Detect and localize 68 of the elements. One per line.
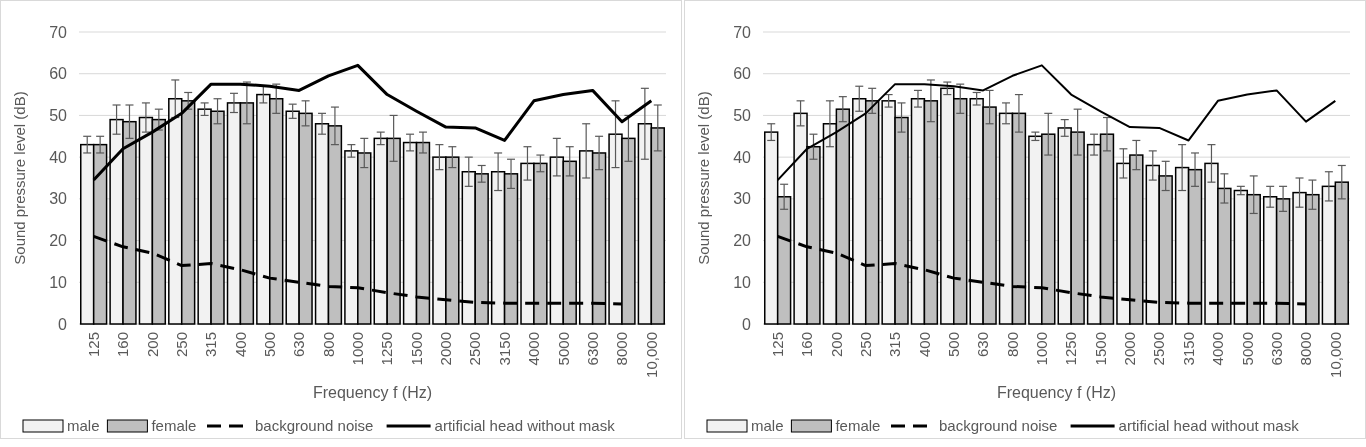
- x-tick-label: 2500: [1150, 332, 1168, 366]
- legend-label: artificial head without mask: [1118, 417, 1300, 435]
- y-tick-label: 20: [733, 232, 752, 250]
- legend-label: female: [835, 417, 881, 435]
- x-tick-label: 8000: [613, 332, 631, 366]
- y-tick-label: 20: [49, 232, 68, 250]
- x-tick-label: 2000: [437, 332, 455, 366]
- x-tick-label: 400: [915, 332, 933, 358]
- x-tick-label: 3150: [495, 332, 513, 366]
- x-axis-title: Frequency f (Hz): [312, 384, 433, 401]
- x-tick-label: 250: [172, 332, 190, 358]
- legend-label: background noise: [255, 417, 374, 435]
- y-tick-label: 60: [733, 65, 752, 83]
- x-tick-label: 1500: [1091, 332, 1109, 366]
- y-tick-label: 10: [49, 273, 68, 291]
- legend-label: artificial head without mask: [434, 417, 616, 435]
- x-tick-label: 125: [84, 332, 102, 358]
- x-tick-label: 10,000: [642, 332, 660, 378]
- x-tick-label: 2500: [466, 332, 484, 366]
- y-axis-title: Sound pressure level (dB): [11, 91, 28, 265]
- y-tick-label: 30: [733, 190, 752, 208]
- y-tick-label: 60: [49, 65, 68, 83]
- y-axis-title: Sound pressure level (dB): [695, 91, 712, 265]
- x-tick-label: 200: [143, 332, 161, 358]
- x-tick-label: 315: [202, 332, 220, 358]
- x-tick-label: 8000: [1297, 332, 1315, 366]
- x-tick-label: 500: [945, 332, 963, 358]
- x-tick-label: 1250: [378, 332, 396, 366]
- x-tick-label: 250: [856, 332, 874, 358]
- x-tick-label: 630: [974, 332, 992, 358]
- y-tick-label: 70: [49, 23, 68, 41]
- x-tick-label: 630: [290, 332, 308, 358]
- y-tick-label: 0: [742, 315, 752, 333]
- x-tick-label: 160: [798, 332, 816, 358]
- y-tick-label: 70: [733, 23, 752, 41]
- x-tick-label: 2000: [1121, 332, 1139, 366]
- legend-label: background noise: [939, 417, 1058, 435]
- x-tick-label: 5000: [554, 332, 572, 366]
- y-tick-label: 10: [733, 273, 752, 291]
- x-axis-title: Frequency f (Hz): [996, 384, 1117, 401]
- x-tick-label: 125: [768, 332, 786, 358]
- x-tick-label: 4000: [525, 332, 543, 366]
- y-tick-label: 40: [733, 148, 752, 166]
- x-tick-label: 200: [827, 332, 845, 358]
- y-tick-label: 30: [49, 190, 68, 208]
- x-tick-label: 1500: [407, 332, 425, 366]
- legend-label: female: [151, 417, 197, 435]
- y-tick-label: 50: [733, 107, 752, 125]
- x-tick-label: 315: [886, 332, 904, 358]
- x-tick-label: 3150: [1179, 332, 1197, 366]
- x-tick-label: 5000: [1238, 332, 1256, 366]
- y-tick-label: 0: [58, 315, 68, 333]
- y-tick-label: 40: [49, 148, 68, 166]
- x-tick-label: 1000: [349, 332, 367, 366]
- legend-label: male: [67, 417, 100, 435]
- x-tick-label: 400: [231, 332, 249, 358]
- legend-label: male: [751, 417, 784, 435]
- x-tick-label: 160: [114, 332, 132, 358]
- x-tick-label: 6300: [1267, 332, 1285, 366]
- x-tick-label: 10,000: [1326, 332, 1344, 378]
- x-tick-label: 1250: [1062, 332, 1080, 366]
- x-tick-label: 800: [319, 332, 337, 358]
- x-tick-label: 800: [1003, 332, 1021, 358]
- x-tick-label: 4000: [1209, 332, 1227, 366]
- x-tick-label: 1000: [1033, 332, 1051, 366]
- x-tick-label: 500: [261, 332, 279, 358]
- y-tick-label: 50: [49, 107, 68, 125]
- x-tick-label: 6300: [583, 332, 601, 366]
